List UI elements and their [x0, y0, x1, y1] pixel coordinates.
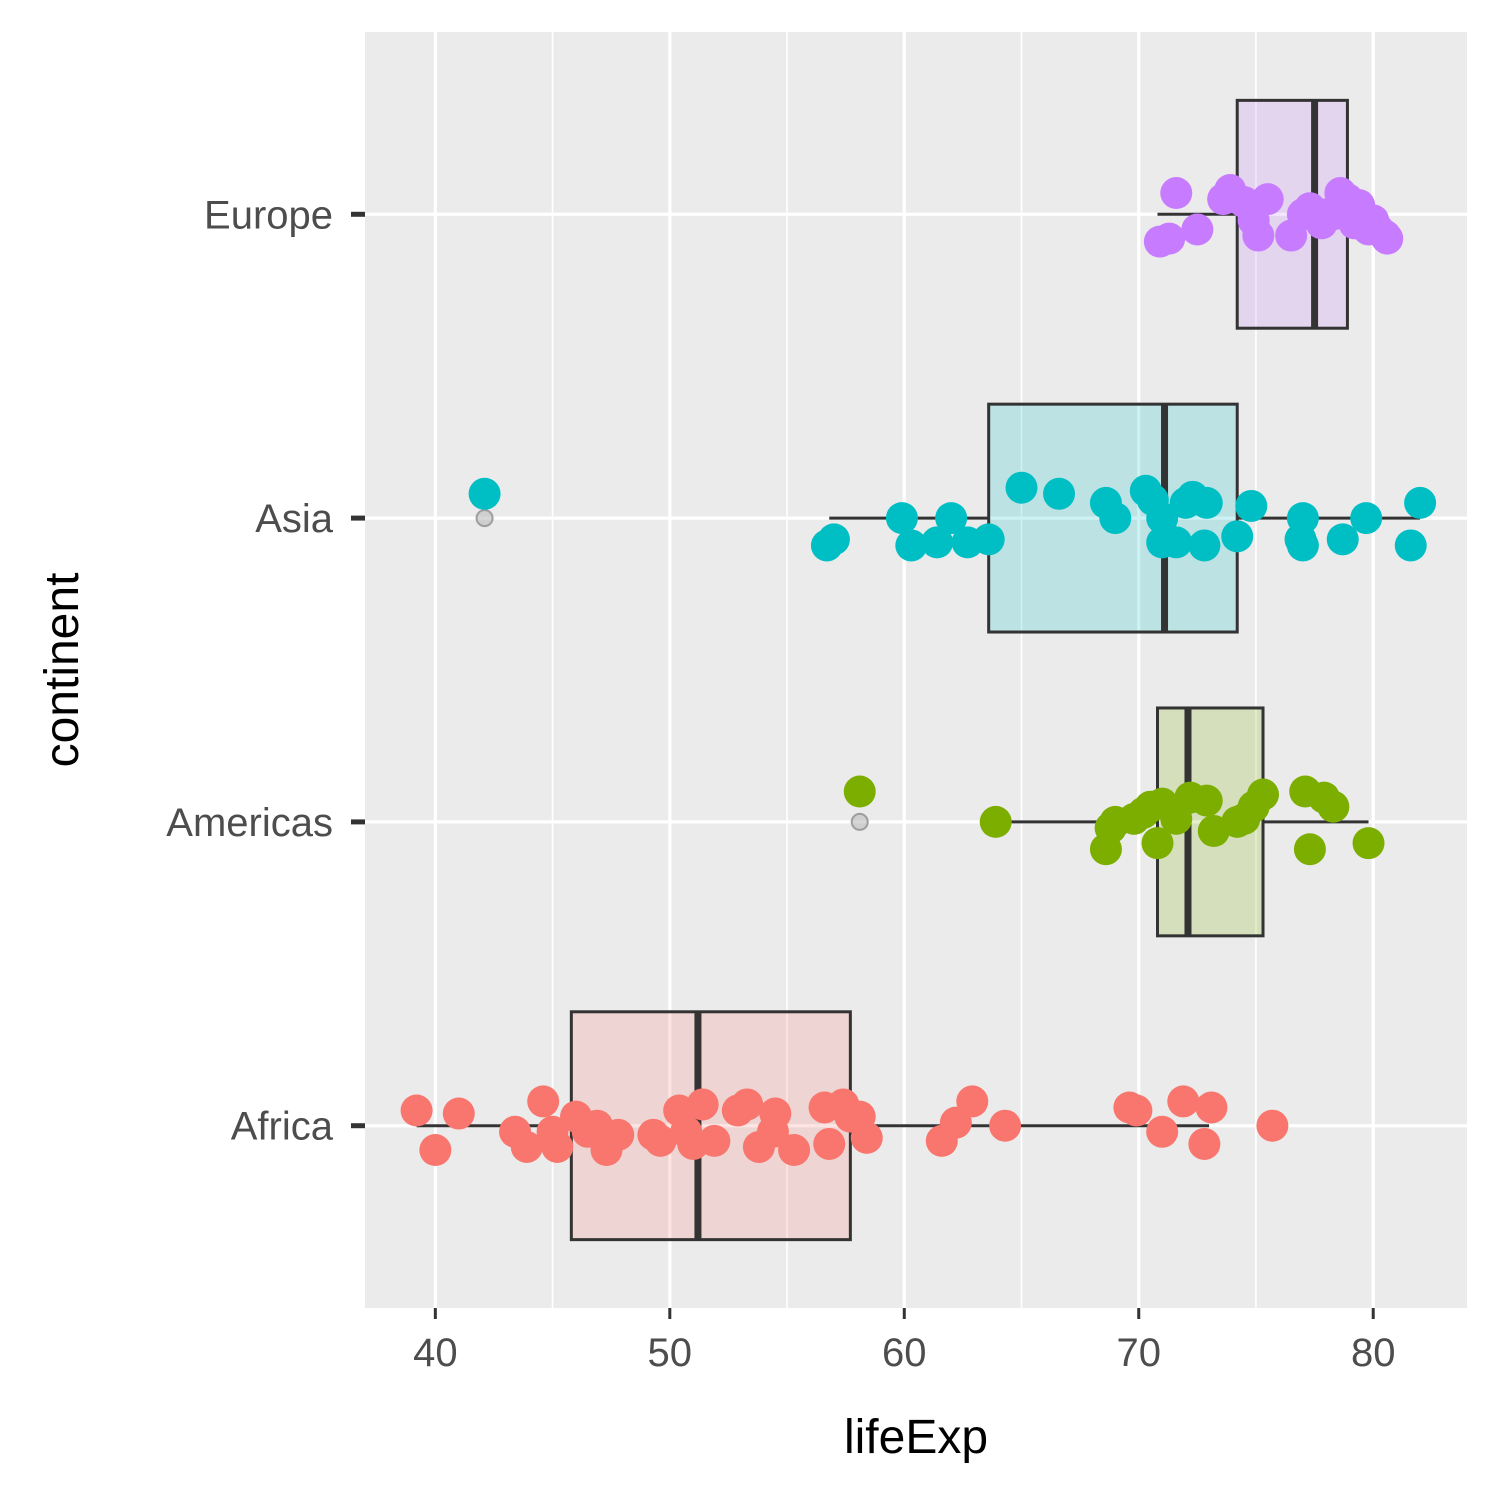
x-tick-label: 40 — [413, 1331, 458, 1375]
data-point-asia — [1235, 489, 1268, 522]
outlier-point — [475, 509, 494, 528]
data-point-africa — [756, 1115, 789, 1148]
data-point-asia — [1350, 502, 1383, 535]
data-point-europe — [1371, 222, 1404, 255]
x-tick-label: 80 — [1351, 1331, 1396, 1375]
data-point-africa — [1195, 1091, 1228, 1124]
data-point-americas — [843, 775, 876, 808]
data-point-asia — [1286, 529, 1319, 562]
data-point-africa — [644, 1124, 677, 1157]
data-point-asia — [1221, 520, 1254, 553]
data-point-americas — [979, 805, 1012, 838]
data-point-africa — [527, 1085, 560, 1118]
data-point-africa — [778, 1134, 811, 1167]
data-point-africa — [1120, 1094, 1153, 1127]
data-point-asia — [935, 502, 968, 535]
data-point-africa — [419, 1134, 452, 1167]
data-point-asia — [1188, 529, 1221, 562]
data-point-africa — [541, 1130, 574, 1163]
x-tick-label: 50 — [648, 1331, 693, 1375]
data-point-asia — [1190, 486, 1223, 519]
data-point-africa — [956, 1085, 989, 1118]
data-point-africa — [989, 1109, 1022, 1142]
data-point-africa — [1167, 1085, 1200, 1118]
data-point-europe — [1242, 219, 1275, 252]
x-axis-title: lifeExp — [844, 1411, 988, 1464]
y-tick-label: Asia — [255, 497, 334, 541]
data-point-africa — [850, 1121, 883, 1154]
x-tick-label: 70 — [1116, 1331, 1161, 1375]
data-point-europe — [1153, 222, 1186, 255]
data-point-asia — [885, 502, 918, 535]
y-tick-label: Europe — [204, 193, 333, 237]
data-point-asia — [1160, 526, 1193, 559]
data-point-asia — [972, 523, 1005, 556]
data-point-africa — [442, 1097, 475, 1130]
data-point-americas — [1293, 833, 1326, 866]
data-point-asia — [1099, 502, 1132, 535]
data-point-americas — [1190, 784, 1223, 817]
data-point-europe — [1251, 183, 1284, 216]
data-point-asia — [1326, 523, 1359, 556]
y-tick-label: Americas — [166, 801, 333, 845]
data-point-africa — [602, 1118, 635, 1151]
data-point-africa — [698, 1124, 731, 1157]
data-point-africa — [400, 1094, 433, 1127]
data-point-asia — [1404, 486, 1437, 519]
data-point-asia — [1394, 529, 1427, 562]
x-tick-label: 60 — [882, 1331, 927, 1375]
data-point-africa — [686, 1088, 719, 1121]
data-point-asia — [921, 526, 954, 559]
outlier-point — [850, 812, 869, 831]
data-point-africa — [813, 1127, 846, 1160]
data-point-asia — [1043, 477, 1076, 510]
data-point-americas — [1352, 827, 1385, 860]
data-point-asia — [468, 477, 501, 510]
point-layer — [400, 173, 1437, 1167]
axis-layer: 40 50 60 70 80 Africa Americas Asia Europe — [166, 193, 1395, 1375]
data-point-europe — [1181, 213, 1214, 246]
data-point-asia — [1286, 502, 1319, 535]
data-point-africa — [731, 1088, 764, 1121]
data-point-asia — [1005, 471, 1038, 504]
data-point-africa — [510, 1130, 543, 1163]
data-point-africa — [1188, 1127, 1221, 1160]
data-point-americas — [1317, 790, 1350, 823]
data-point-europe — [1160, 177, 1193, 210]
y-tick-label: Africa — [231, 1105, 334, 1149]
data-point-asia — [817, 523, 850, 556]
data-point-americas — [1141, 827, 1174, 860]
data-point-africa — [1146, 1115, 1179, 1148]
data-point-africa — [1256, 1109, 1289, 1142]
y-axis-title: continent — [36, 573, 89, 768]
data-point-asia — [1146, 502, 1179, 535]
data-point-asia — [895, 529, 928, 562]
data-point-americas — [1247, 778, 1280, 811]
